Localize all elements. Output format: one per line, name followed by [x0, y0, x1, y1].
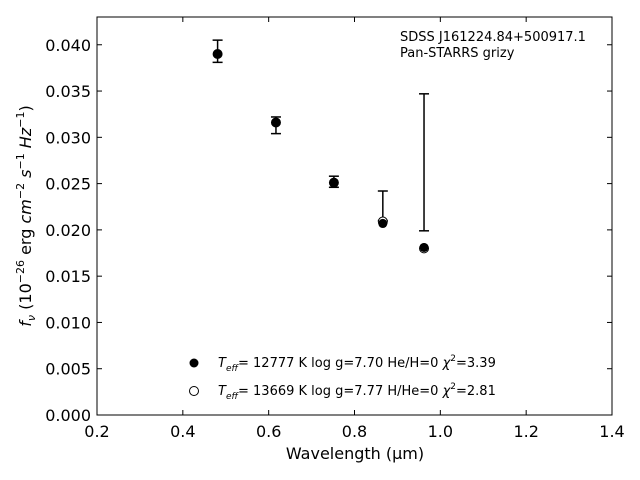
x-axis-label: Wavelength (μm)	[286, 444, 424, 463]
y-tick-label: 0.030	[45, 128, 91, 147]
y-tick-label: 0.025	[45, 175, 91, 194]
y-tick-label: 0.020	[45, 221, 91, 240]
x-tick-label: 0.6	[256, 422, 281, 441]
legend: Teff= 12777 K log g=7.70 He/H=0 χ2=3.39 …	[189, 354, 496, 402]
legend-marker-filled	[189, 358, 199, 368]
model-point-filled-overlay	[213, 49, 223, 59]
model-point-filled-overlay	[271, 118, 281, 128]
y-tick-label: 0.010	[45, 313, 91, 332]
y-tick-label: 0.040	[45, 36, 91, 55]
x-tick-label: 0.2	[84, 422, 109, 441]
annotation-line-1: SDSS J161224.84+500917.1	[400, 30, 586, 45]
annotation-line-2: Pan-STARRS grizy	[400, 46, 515, 61]
y-tick-label: 0.005	[45, 360, 91, 379]
plot-frame	[96, 16, 613, 416]
x-tick-label: 0.4	[170, 422, 195, 441]
tick-labels: 0.2 0.4 0.6 0.8 1.0 1.2 1.4 0.000 0.005 0.010 0.01…	[45, 36, 625, 441]
x-tick-label: 0.8	[342, 422, 367, 441]
data-points	[212, 49, 430, 254]
x-tick-label: 1.2	[513, 422, 538, 441]
legend-entry-1: Teff= 12777 K log g=7.70 He/H=0 χ2=3.39	[218, 354, 496, 374]
y-tick-label: 0.000	[45, 406, 91, 425]
x-tick-label: 1.0	[428, 422, 453, 441]
legend-marker-open	[189, 386, 199, 396]
legend-entry-2: Teff= 13669 K log g=7.77 H/He=0 χ2=2.81	[218, 382, 496, 402]
model-point-filled-overlay	[419, 242, 429, 252]
model-point-filled-overlay	[378, 218, 388, 228]
y-tick-label: 0.035	[45, 82, 91, 101]
model-point-filled-overlay	[329, 178, 339, 188]
x-tick-label: 1.4	[599, 422, 624, 441]
y-axis-label: fν (10−26 erg cm−2 s−1 Hz−1)	[14, 105, 38, 326]
y-tick-label: 0.015	[45, 267, 91, 286]
